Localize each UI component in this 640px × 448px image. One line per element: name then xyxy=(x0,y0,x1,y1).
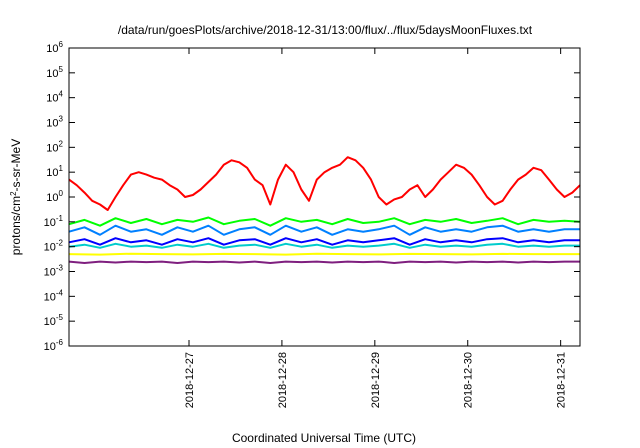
series-line-4 xyxy=(68,237,580,246)
y-tick-label: 10-3 xyxy=(44,264,64,279)
y-tick-exponent: -1 xyxy=(56,214,64,223)
y-tick-base: 10 xyxy=(46,93,58,105)
y-tick-exponent: -6 xyxy=(56,338,64,347)
y-tick-label: 10-4 xyxy=(44,288,64,303)
series-layer xyxy=(68,156,581,264)
y-tick-base: 10 xyxy=(46,192,58,204)
y-tick-exponent: 4 xyxy=(59,90,64,99)
x-axis-title: Coordinated Universal Time (UTC) xyxy=(232,431,416,445)
y-tick-exponent: 2 xyxy=(59,139,64,148)
y-tick-base: 10 xyxy=(44,341,56,353)
y-tick-exponent: 1 xyxy=(59,164,64,173)
y-axis-title: protons/cm2-s-sr-MeV xyxy=(9,139,24,255)
series-line-6 xyxy=(68,260,580,264)
y-tick-base: 10 xyxy=(44,217,56,229)
x-tick-label: 2018-12-28 xyxy=(277,352,289,408)
y-axis-title-superscript: 2 xyxy=(9,191,18,196)
y-tick-base: 10 xyxy=(44,242,56,254)
y-tick-label: 10-1 xyxy=(44,214,64,229)
x-axis: 2018-12-27 2018-12-28 2018-12-29 2018-12-30… xyxy=(184,48,568,408)
y-tick-base: 10 xyxy=(46,43,58,55)
y-tick-label: 100 xyxy=(46,189,63,204)
y-tick-label: 106 xyxy=(46,40,63,55)
series-line-2 xyxy=(68,224,580,236)
y-tick-label: 10-6 xyxy=(44,338,64,353)
series-line-0 xyxy=(68,156,581,211)
y-tick-exponent: 5 xyxy=(59,65,64,74)
y-tick-base: 10 xyxy=(44,316,56,328)
y-axis-title-main: protons/cm xyxy=(9,196,23,255)
y-tick-exponent: -4 xyxy=(56,288,64,297)
y-tick-label: 10-5 xyxy=(44,313,64,328)
y-tick-label: 103 xyxy=(46,115,63,130)
x-tick-label: 2018-12-29 xyxy=(370,352,382,408)
y-tick-exponent: 6 xyxy=(59,40,64,49)
y-tick-base: 10 xyxy=(46,118,58,130)
y-tick-base: 10 xyxy=(44,291,56,303)
y-tick-exponent: -3 xyxy=(56,264,64,273)
series-line-3 xyxy=(68,242,580,249)
y-axis: 10-610-510-410-310-210-11001011021031041… xyxy=(44,40,580,353)
x-tick-label: 2018-12-31 xyxy=(556,352,568,408)
series-line-1 xyxy=(68,216,581,227)
y-tick-base: 10 xyxy=(46,142,58,154)
plot-frame xyxy=(68,47,581,347)
y-tick-base: 10 xyxy=(46,68,58,80)
y-tick-label: 105 xyxy=(46,65,63,80)
x-tick-label: 2018-12-27 xyxy=(184,352,196,408)
y-tick-label: 104 xyxy=(46,90,63,105)
y-tick-exponent: 3 xyxy=(59,115,64,124)
y-axis-title-rest: -s-sr-MeV xyxy=(9,139,23,192)
y-tick-base: 10 xyxy=(46,167,58,179)
y-tick-label: 10-2 xyxy=(44,239,64,254)
y-tick-exponent: -2 xyxy=(56,239,64,248)
y-tick-base: 10 xyxy=(44,267,56,279)
x-tick-label: 2018-12-30 xyxy=(463,352,475,408)
y-tick-exponent: 0 xyxy=(59,189,64,198)
y-tick-label: 102 xyxy=(46,139,63,154)
y-tick-label: 101 xyxy=(46,164,63,179)
y-tick-exponent: -5 xyxy=(56,313,64,322)
series-line-5 xyxy=(68,252,580,256)
chart-title: /data/run/goesPlots/archive/2018-12-31/1… xyxy=(118,23,533,37)
